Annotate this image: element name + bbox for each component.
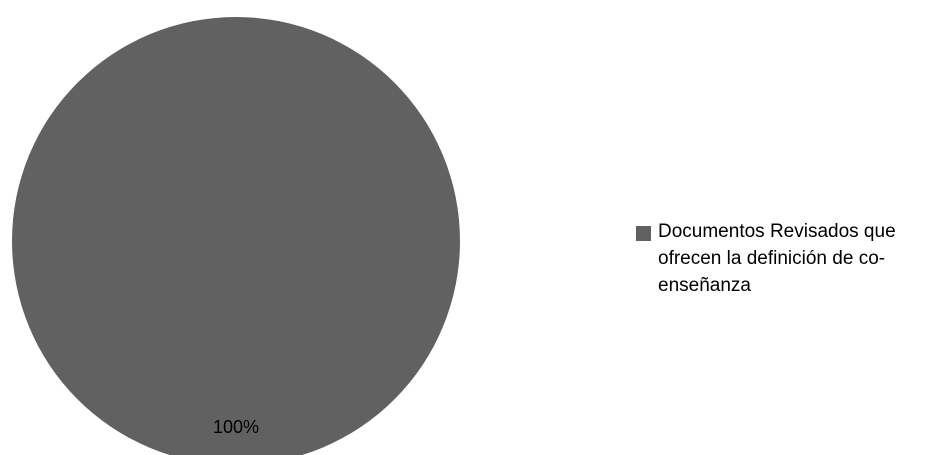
pie-data-labels: 100% — [213, 417, 259, 437]
pie-slice — [12, 17, 460, 455]
legend-label: Documentos Revisados que ofrecen la defi… — [658, 221, 896, 296]
legend: Documentos Revisados que ofrecen la defi… — [636, 218, 948, 299]
pie-data-label: 100% — [213, 417, 259, 437]
pie-slices — [12, 17, 460, 455]
legend-swatch — [636, 226, 651, 241]
legend-item: Documentos Revisados que ofrecen la defi… — [636, 218, 948, 299]
